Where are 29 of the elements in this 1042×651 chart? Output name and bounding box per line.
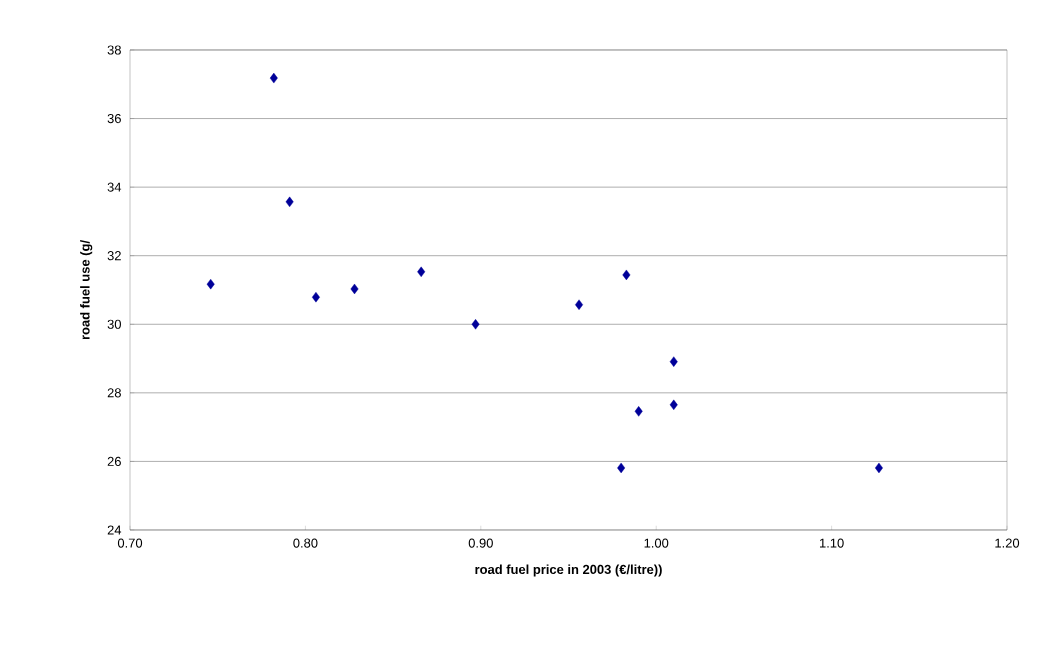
point (575, 299, 583, 310)
point (622, 269, 631, 281)
point (269, 72, 278, 84)
x-tick-label: 0.80 (293, 538, 318, 548)
point (669, 399, 678, 411)
y-tick-label: 30 (107, 319, 121, 329)
y-axis-title: road fuel use (g/ (80, 240, 93, 340)
y-tick-label: 38 (107, 45, 121, 55)
y-tick-label: 26 (107, 456, 121, 466)
point (206, 278, 215, 290)
point (471, 319, 480, 330)
point (285, 196, 294, 208)
y-tick-label: 28 (107, 388, 121, 398)
x-tick-label: 0.90 (468, 538, 493, 548)
point (617, 462, 626, 474)
point (669, 356, 678, 367)
y-tick-label: 32 (107, 251, 121, 261)
point (417, 266, 426, 278)
y-tick-label: 34 (107, 182, 122, 192)
y-tick-label: 36 (107, 113, 121, 124)
y-tick-label: 24 (107, 525, 122, 535)
x-tick-label: 1.00 (644, 538, 669, 548)
x-axis-title: road fuel price in 2003 (€/litre)) (475, 564, 662, 577)
point (350, 283, 359, 295)
x-tick-label: 1.10 (819, 538, 844, 548)
x-tick-label: 1.20 (995, 538, 1020, 548)
point (634, 406, 643, 417)
x-tick-label: 0.70 (117, 538, 143, 548)
point (311, 291, 320, 303)
